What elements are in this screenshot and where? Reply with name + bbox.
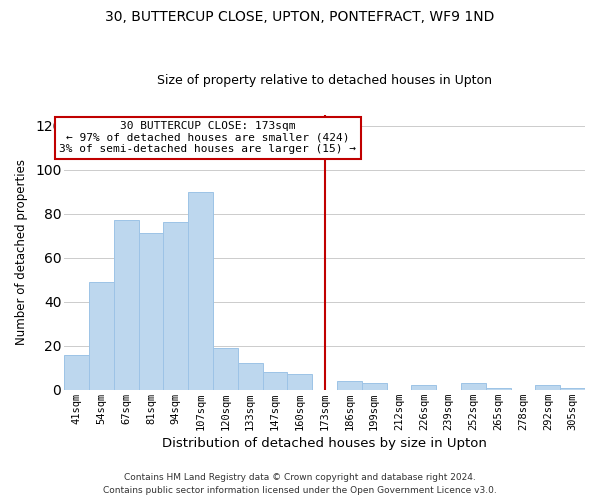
Bar (412, 386, 436, 390)
Bar (263, 372, 287, 390)
X-axis label: Distribution of detached houses by size in Upton: Distribution of detached houses by size … (162, 437, 487, 450)
Bar (114, 220, 139, 390)
Bar (535, 386, 560, 390)
Y-axis label: Number of detached properties: Number of detached properties (15, 159, 28, 345)
Bar (362, 383, 386, 390)
Text: 30, BUTTERCUP CLOSE, UPTON, PONTEFRACT, WF9 1ND: 30, BUTTERCUP CLOSE, UPTON, PONTEFRACT, … (106, 10, 494, 24)
Bar (461, 383, 486, 390)
Bar (139, 234, 163, 390)
Text: Contains HM Land Registry data © Crown copyright and database right 2024.
Contai: Contains HM Land Registry data © Crown c… (103, 474, 497, 495)
Bar (560, 388, 585, 390)
Bar (163, 222, 188, 390)
Bar (287, 374, 312, 390)
Bar (337, 381, 362, 390)
Bar (64, 354, 89, 390)
Bar (213, 348, 238, 390)
Text: 30 BUTTERCUP CLOSE: 173sqm
← 97% of detached houses are smaller (424)
3% of semi: 30 BUTTERCUP CLOSE: 173sqm ← 97% of deta… (59, 121, 356, 154)
Bar (486, 388, 511, 390)
Bar (89, 282, 114, 390)
Bar (188, 192, 213, 390)
Bar (238, 364, 263, 390)
Title: Size of property relative to detached houses in Upton: Size of property relative to detached ho… (157, 74, 492, 87)
